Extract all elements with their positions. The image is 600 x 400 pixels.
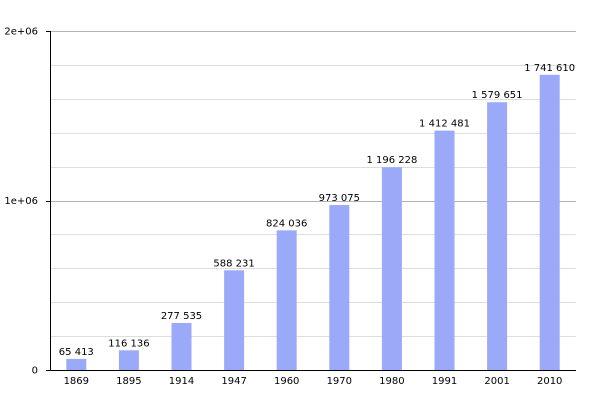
x-tick-label: 1869 xyxy=(64,376,89,387)
x-tick-label: 1914 xyxy=(169,376,194,387)
x-tick-label: 1895 xyxy=(116,376,141,387)
bar xyxy=(487,102,508,371)
data-label: 116 136 xyxy=(108,338,149,349)
y-tick-label: 0 xyxy=(32,366,38,377)
y-tick-label: 2e+06 xyxy=(4,27,38,38)
x-tick-label: 1991 xyxy=(432,376,457,387)
x-tick-label: 1980 xyxy=(379,376,404,387)
bars xyxy=(66,74,560,371)
bar xyxy=(224,270,245,370)
labels: 0 1e+06 2e+06 65 413 1869 116 136 1895 277 535 1… xyxy=(4,27,575,388)
data-label: 1 579 651 xyxy=(472,90,523,101)
x-tick-label: 1970 xyxy=(327,376,352,387)
x-tick-label: 2001 xyxy=(484,376,509,387)
x-tick-label: 1947 xyxy=(221,376,246,387)
data-label: 65 413 xyxy=(59,347,94,358)
bar xyxy=(381,167,402,370)
bar xyxy=(276,230,297,370)
bar xyxy=(118,350,139,370)
bar xyxy=(539,74,560,370)
data-label: 588 231 xyxy=(213,258,254,269)
data-label: 824 036 xyxy=(266,218,307,229)
bar xyxy=(329,205,350,370)
x-tick-label: 2010 xyxy=(537,376,562,387)
data-label: 1 196 228 xyxy=(366,155,417,166)
x-tick-label: 1960 xyxy=(274,376,299,387)
axes xyxy=(46,31,576,371)
bar xyxy=(66,358,87,370)
y-tick-label: 1e+06 xyxy=(4,196,38,207)
bar xyxy=(434,130,455,370)
gridlines xyxy=(50,31,576,337)
data-label: 1 412 481 xyxy=(419,119,470,130)
data-label: 277 535 xyxy=(161,311,202,322)
data-label: 1 741 610 xyxy=(524,63,575,74)
data-label: 973 075 xyxy=(319,193,360,204)
bar xyxy=(171,322,192,370)
